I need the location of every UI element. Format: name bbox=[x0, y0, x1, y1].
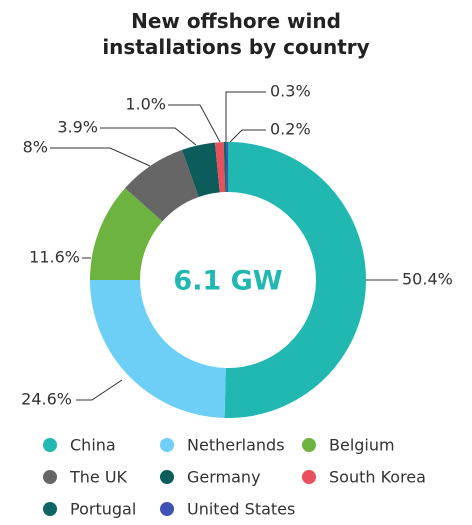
data-label: 8% bbox=[23, 138, 48, 157]
legend-label: Netherlands bbox=[187, 436, 285, 455]
legend-label: The UK bbox=[69, 468, 128, 487]
data-label: 3.9% bbox=[57, 118, 98, 137]
data-label: 0.3% bbox=[270, 82, 311, 101]
leader-line bbox=[50, 147, 151, 167]
legend-swatch bbox=[302, 438, 316, 452]
leader-line bbox=[225, 91, 266, 142]
data-label: 24.6% bbox=[21, 390, 72, 409]
legend-swatch bbox=[160, 502, 174, 516]
legend-swatch bbox=[160, 438, 174, 452]
leader-line bbox=[76, 379, 123, 401]
legend-label: United States bbox=[187, 500, 295, 519]
legend-label: Portugal bbox=[70, 500, 136, 519]
center-label: 6.1 GW bbox=[173, 266, 282, 297]
donut-slice bbox=[215, 142, 226, 193]
legend-swatch bbox=[43, 502, 57, 516]
donut-slice bbox=[90, 188, 163, 280]
legend-label: South Korea bbox=[329, 468, 426, 487]
legend-swatch bbox=[160, 470, 174, 484]
legend-swatch bbox=[43, 470, 57, 484]
donut-slice bbox=[223, 142, 227, 193]
donut-slice bbox=[90, 280, 226, 418]
donut-slice bbox=[226, 142, 228, 193]
legend-label: Belgium bbox=[329, 436, 395, 455]
leader-line bbox=[229, 129, 266, 143]
donut-slice bbox=[224, 142, 366, 418]
data-label: 50.4% bbox=[402, 270, 453, 289]
legend-label: Germany bbox=[187, 468, 261, 487]
data-label: 0.2% bbox=[270, 120, 311, 139]
leader-line bbox=[168, 104, 221, 143]
chart-title: New offshore wind installations by count… bbox=[102, 9, 370, 59]
leader-line bbox=[100, 127, 197, 146]
legend-swatch bbox=[43, 438, 57, 452]
legend-label: China bbox=[70, 436, 116, 455]
legend-swatch bbox=[302, 470, 316, 484]
donut-slice bbox=[182, 142, 220, 198]
data-label: 11.6% bbox=[29, 248, 80, 267]
data-label: 1.0% bbox=[125, 95, 166, 114]
donut-slice bbox=[125, 149, 199, 222]
